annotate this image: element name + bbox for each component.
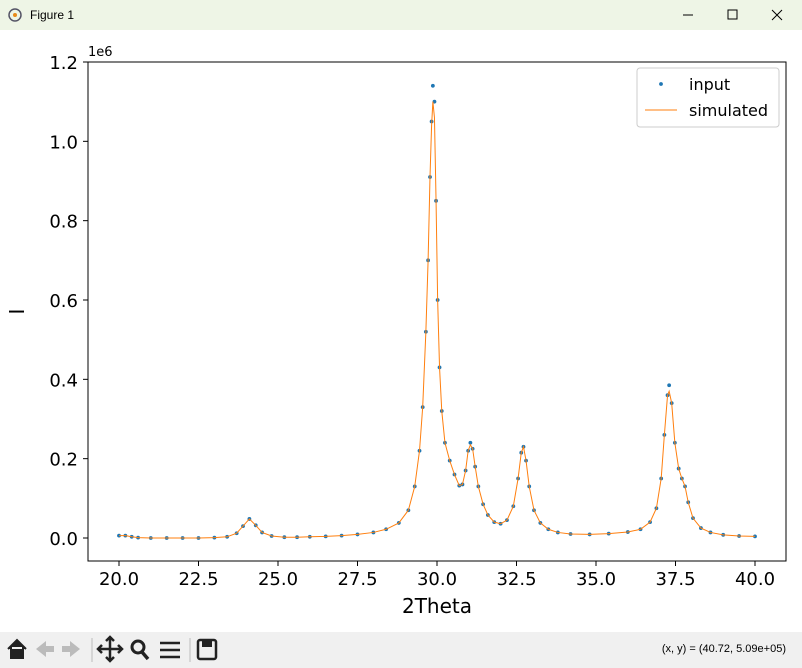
toolbar-icons xyxy=(7,635,218,663)
x-axis-label: 2Theta xyxy=(402,594,472,618)
axes-frame xyxy=(87,61,787,562)
data-point xyxy=(430,83,435,88)
x-tick-label: 25.0 xyxy=(258,569,298,590)
save-button[interactable] xyxy=(196,638,218,661)
legend-label: simulated xyxy=(689,101,768,120)
x-tick-label: 20.0 xyxy=(99,569,139,590)
cursor-status: (x, y) = (40.72, 5.09e+05) xyxy=(661,643,786,655)
data-point xyxy=(468,440,473,445)
y-tick-label: 0.8 xyxy=(49,212,78,233)
x-tick-label: 35.0 xyxy=(576,569,616,590)
close-button[interactable] xyxy=(771,9,783,21)
series-line xyxy=(119,101,756,539)
maximize-button[interactable] xyxy=(727,9,738,20)
home-button[interactable] xyxy=(7,638,27,659)
y-axis-label: I xyxy=(5,309,29,315)
back-button[interactable] xyxy=(36,641,54,657)
y-tick-label: 0.6 xyxy=(49,291,78,312)
y-tick-label: 1.2 xyxy=(49,53,78,74)
y-tick-label: 0.4 xyxy=(49,370,78,391)
y-offset-label: 1e6 xyxy=(88,45,113,60)
pan-button[interactable] xyxy=(96,635,124,663)
title-bar-graphics xyxy=(8,8,783,22)
window-title: Figure 1 xyxy=(30,8,75,22)
toolbar: (x, y) = (40.72, 5.09e+05) xyxy=(0,632,802,668)
zoom-handle xyxy=(140,650,150,661)
y-tick-label: 0.0 xyxy=(49,529,78,550)
x-tick-label: 37.5 xyxy=(655,569,695,590)
x-tick-label: 27.5 xyxy=(337,569,377,590)
y-tick-label: 1.0 xyxy=(49,132,78,153)
legend-box xyxy=(636,67,780,128)
legend-label: input xyxy=(689,75,730,94)
plot-area xyxy=(88,62,786,561)
legend-swatch xyxy=(659,82,663,86)
zoom-button[interactable] xyxy=(130,639,146,655)
forward-button[interactable] xyxy=(62,641,80,657)
title-bar: Figure 1 xyxy=(0,0,802,30)
chart: 20.0 22.5 25.0 27.5 30.0 32.5 35.0 37.5 40.0 0.0 0… xyxy=(5,45,787,618)
app-icon xyxy=(8,8,22,22)
data-point xyxy=(432,99,437,104)
configure-button[interactable] xyxy=(160,641,180,659)
app-icon-dot xyxy=(13,13,17,17)
save-icon-part xyxy=(202,641,212,647)
y-tick-label: 0.2 xyxy=(49,450,78,471)
x-tick-label: 40.0 xyxy=(735,569,775,590)
x-tick-label: 22.5 xyxy=(178,569,218,590)
data-point xyxy=(667,383,672,388)
x-tick-label: 32.5 xyxy=(496,569,536,590)
x-tick-label: 30.0 xyxy=(417,569,457,590)
